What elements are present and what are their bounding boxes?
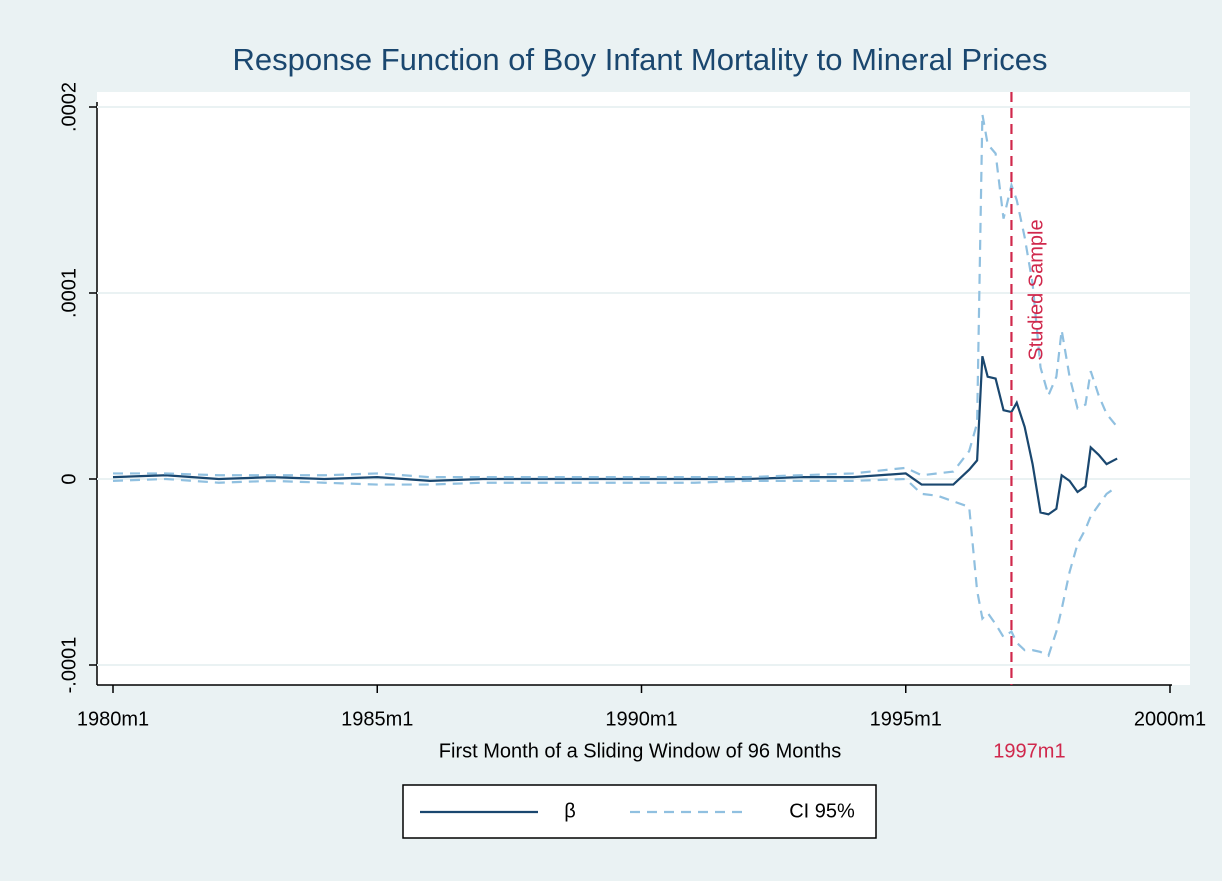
- reference-label: 1997m1: [993, 740, 1065, 762]
- chart-title: Response Function of Boy Infant Mortalit…: [233, 42, 1048, 77]
- y-tick-label: 0: [58, 473, 80, 484]
- ci-line: [112, 477, 1118, 658]
- x-tick-label: 1980m1: [77, 708, 149, 730]
- y-tick-label: .0001: [58, 268, 80, 318]
- legend-label: β: [564, 800, 576, 822]
- x-tick-label: 1990m1: [605, 708, 677, 730]
- x-tick-label: 1985m1: [341, 708, 413, 730]
- x-tick-label: 2000m1: [1134, 708, 1206, 730]
- x-tick-label: 1995m1: [870, 708, 942, 730]
- series-line: [112, 355, 1118, 516]
- ci-line: [113, 114, 1119, 479]
- legend-label: CI 95%: [789, 800, 855, 822]
- reference-annotation: Studied Sample: [1026, 219, 1048, 360]
- x-axis-label: First Month of a Sliding Window of 96 Mo…: [439, 740, 841, 762]
- plot-area: [97, 92, 1190, 685]
- y-tick-label: -.0001: [58, 637, 80, 694]
- y-tick-label: .0002: [58, 82, 80, 132]
